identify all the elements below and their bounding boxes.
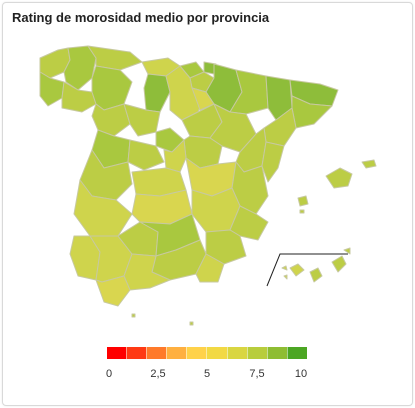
province-leon[interactable]	[91, 65, 133, 111]
province-palencia[interactable]	[143, 73, 171, 113]
legend-swatch	[146, 347, 167, 359]
color-legend-bar	[107, 347, 307, 359]
province-badajoz[interactable]	[73, 179, 133, 237]
province-malaga[interactable]	[123, 253, 171, 291]
legend-swatch	[246, 347, 267, 359]
province-ourense[interactable]	[61, 81, 97, 113]
legend-tick-2-5: 2,5	[150, 368, 166, 380]
province-zamora[interactable]	[91, 103, 131, 137]
chart-title: Rating de morosidad medio por provincia	[12, 10, 270, 25]
legend-tick-10: 10	[294, 368, 308, 380]
legend-swatch	[107, 347, 127, 359]
legend-tick-5: 5	[203, 368, 211, 380]
legend-swatch	[186, 347, 207, 359]
legend-swatch	[226, 347, 247, 359]
legend-swatch	[286, 347, 307, 359]
province-cadiz[interactable]	[95, 275, 131, 307]
province-avila[interactable]	[127, 139, 165, 171]
province-castellon[interactable]	[261, 141, 285, 183]
province-lugo[interactable]	[63, 45, 97, 91]
legend-swatch	[266, 347, 287, 359]
province-las-palmas[interactable]	[309, 247, 351, 283]
province-almeria[interactable]	[195, 253, 225, 283]
province-baleares-menorca[interactable]	[361, 159, 377, 169]
province-santa-cruz-tenerife[interactable]	[281, 263, 305, 280]
province-melilla[interactable]	[189, 321, 194, 326]
canary-inset-frame	[266, 253, 348, 287]
legend-tick-0: 0	[105, 368, 113, 380]
province-ceuta[interactable]	[131, 313, 136, 318]
legend-tick-7-5: 7,5	[249, 368, 265, 380]
legend-swatch	[166, 347, 187, 359]
legend-swatch	[126, 347, 147, 359]
province-baleares-ibiza[interactable]	[297, 195, 309, 207]
legend-swatch	[206, 347, 227, 359]
province-baleares-mallorca[interactable]	[325, 167, 353, 189]
province-baleares-formentera[interactable]	[299, 209, 305, 214]
